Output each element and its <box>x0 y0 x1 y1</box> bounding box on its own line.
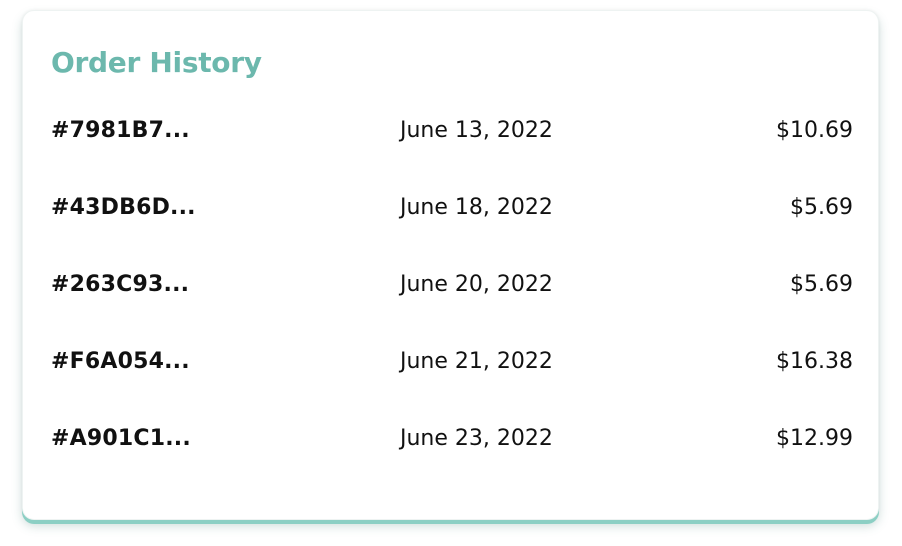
order-row[interactable]: #A901C1... June 23, 2022 $12.99 <box>51 418 853 495</box>
order-id: #F6A054... <box>51 349 190 374</box>
order-id: #A901C1... <box>51 426 191 451</box>
order-total: $5.69 <box>790 272 853 297</box>
order-date: June 21, 2022 <box>400 349 553 374</box>
order-row[interactable]: #F6A054... June 21, 2022 $16.38 <box>51 341 853 418</box>
order-history-title: Order History <box>51 46 262 79</box>
order-date: June 23, 2022 <box>400 426 553 451</box>
order-id: #43DB6D... <box>51 195 196 220</box>
order-row[interactable]: #263C93... June 20, 2022 $5.69 <box>51 264 853 341</box>
order-total: $12.99 <box>776 426 853 451</box>
order-id: #263C93... <box>51 272 190 297</box>
order-list: #7981B7... June 13, 2022 $10.69 #43DB6D.… <box>51 110 853 495</box>
order-total: $16.38 <box>776 349 853 374</box>
order-date: June 13, 2022 <box>400 118 553 143</box>
order-total: $10.69 <box>776 118 853 143</box>
order-row[interactable]: #43DB6D... June 18, 2022 $5.69 <box>51 187 853 264</box>
order-date: June 20, 2022 <box>400 272 553 297</box>
order-row[interactable]: #7981B7... June 13, 2022 $10.69 <box>51 110 853 187</box>
order-history-card: Order History #7981B7... June 13, 2022 $… <box>22 10 879 520</box>
order-id: #7981B7... <box>51 118 190 143</box>
order-total: $5.69 <box>790 195 853 220</box>
order-date: June 18, 2022 <box>400 195 553 220</box>
